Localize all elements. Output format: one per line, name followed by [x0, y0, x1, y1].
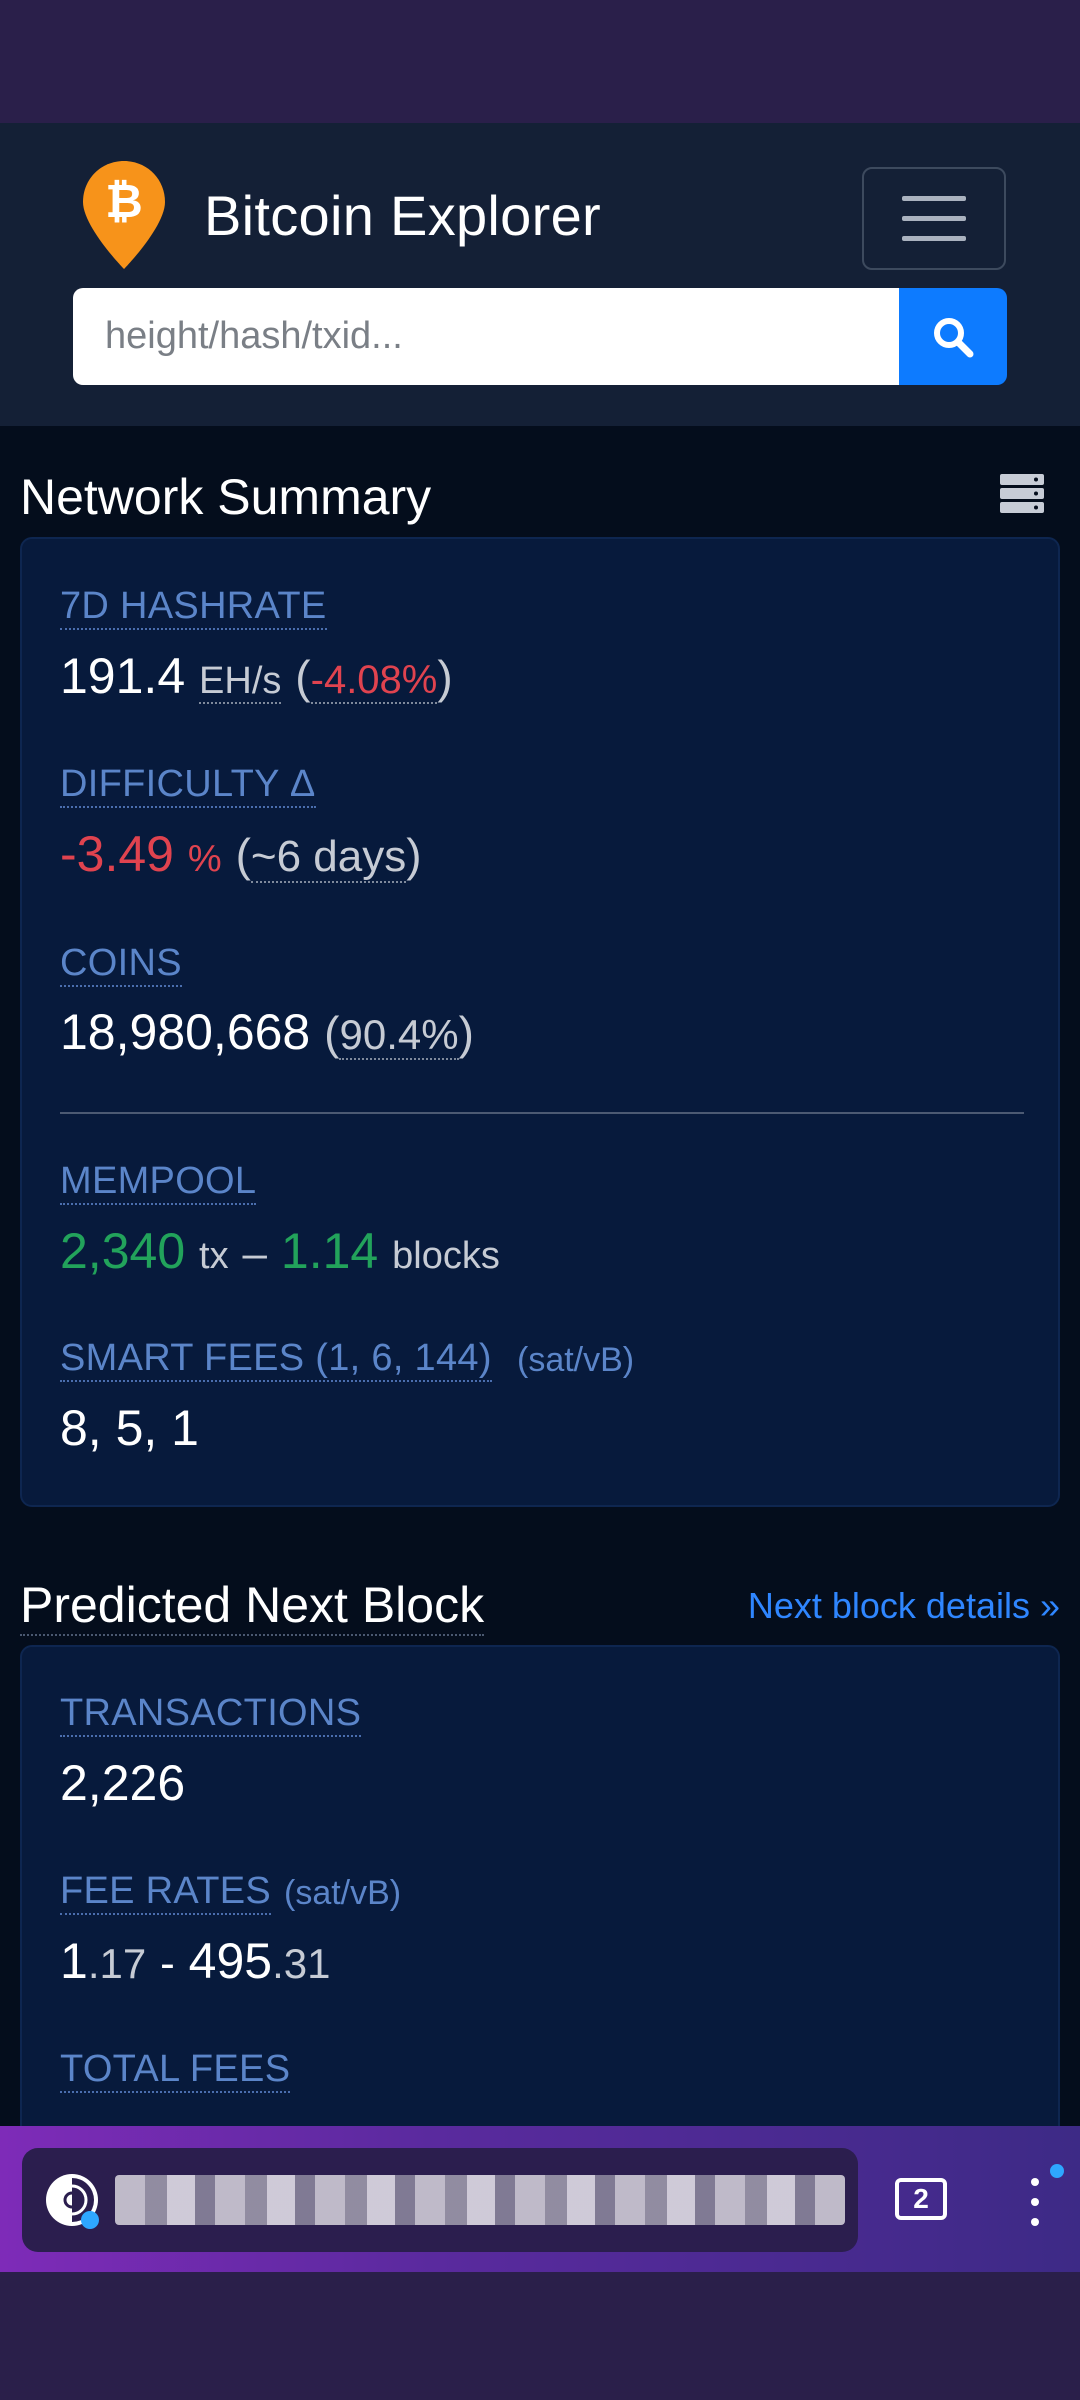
hamburger-icon	[902, 196, 966, 201]
tor-browser-icon[interactable]	[44, 2172, 104, 2232]
search-button[interactable]	[899, 288, 1007, 385]
difficulty-label[interactable]: DIFFICULTY Δ	[60, 762, 316, 808]
menu-button[interactable]	[862, 167, 1006, 270]
fee-rates-unit: (sat/vB)	[284, 1874, 402, 1912]
coins-value: 18,980,668 (90.4%)	[60, 1004, 474, 1060]
smart-fees-label[interactable]: SMART FEES (1, 6, 144)	[60, 1336, 492, 1382]
more-menu-icon[interactable]	[1020, 2174, 1050, 2230]
smart-fees-value: 8, 5, 1	[60, 1400, 199, 1456]
difficulty-eta[interactable]: ~6 days	[250, 832, 407, 883]
coins-percent[interactable]: 90.4%	[339, 1011, 459, 1060]
browser-bottom-bar: 2	[0, 2126, 1080, 2272]
fee-rates-label[interactable]: FEE RATES	[60, 1869, 272, 1915]
tab-switcher-button[interactable]: 2	[895, 2178, 947, 2220]
server-icon[interactable]	[1000, 474, 1044, 514]
main-content: Network Summary 7D HASHRATE 191.4 EH/s (…	[0, 426, 1080, 2205]
hashrate-label[interactable]: 7D HASHRATE	[60, 584, 327, 630]
smart-fees-unit: (sat/vB)	[517, 1341, 635, 1379]
notification-dot	[1050, 2164, 1064, 2178]
mempool-value: 2,340 tx – 1.14 blocks	[60, 1223, 500, 1279]
difficulty-value: -3.49 % (~6 days)	[60, 826, 422, 883]
transactions-label[interactable]: TRANSACTIONS	[60, 1691, 362, 1737]
next-block-card: TRANSACTIONS 2,226 FEE RATES (sat/vB) 1.…	[20, 1645, 1060, 2205]
bitcoin-pin-icon[interactable]: ₿	[83, 161, 165, 269]
fee-rates-value: 1.17 - 495.31	[60, 1933, 331, 1989]
site-header: ₿ Bitcoin Explorer	[0, 123, 1080, 426]
next-block-title[interactable]: Predicted Next Block	[20, 1576, 485, 1636]
hashrate-value: 191.4 EH/s (-4.08%)	[60, 648, 453, 704]
svg-text:₿: ₿	[105, 175, 143, 227]
transactions-value: 2,226	[60, 1755, 186, 1811]
brand-title[interactable]: Bitcoin Explorer	[204, 184, 601, 247]
network-summary-card: 7D HASHRATE 191.4 EH/s (-4.08%) DIFFICUL…	[20, 537, 1060, 1507]
url-bar[interactable]	[22, 2148, 858, 2252]
coins-label[interactable]: COINS	[60, 941, 182, 987]
summary-divider	[60, 1112, 1024, 1114]
url-text-redacted[interactable]	[115, 2175, 845, 2225]
system-nav-area	[0, 2272, 1080, 2400]
search-bar	[73, 288, 1007, 385]
next-block-details-link[interactable]: Next block details »	[747, 1585, 1060, 1626]
search-input[interactable]	[73, 288, 899, 385]
search-icon	[934, 317, 974, 357]
network-summary-title: Network Summary	[20, 469, 432, 525]
status-bar	[0, 0, 1080, 123]
mempool-label[interactable]: MEMPOOL	[60, 1159, 257, 1205]
hashrate-change[interactable]: -4.08%	[310, 658, 438, 704]
total-fees-label[interactable]: TOTAL FEES	[60, 2047, 291, 2093]
